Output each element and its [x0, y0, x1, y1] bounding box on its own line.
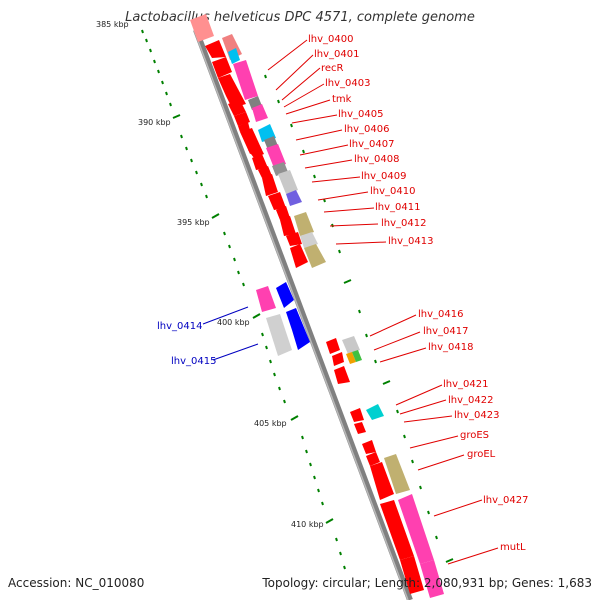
gene-feature [280, 216, 296, 236]
gene-feature [262, 174, 278, 196]
gene-feature [400, 556, 424, 594]
scale-label-405: 405 kbp [254, 419, 287, 428]
gene-feature [286, 232, 302, 246]
gene-feature [352, 350, 362, 362]
gene-feature [380, 500, 414, 560]
gene-feature [190, 14, 214, 42]
gene-feature [350, 408, 364, 422]
gene-feature [362, 440, 376, 454]
gene-feature [256, 286, 276, 312]
gene-feature [294, 212, 314, 236]
gene-feature [228, 100, 246, 116]
gene-feature [346, 352, 356, 364]
gene-label: lhv_0421 [443, 379, 488, 390]
gene-label: lhv_0413 [388, 236, 433, 247]
gene-label: lhv_0427 [483, 495, 528, 506]
gene-feature [238, 122, 250, 132]
gene-feature [370, 462, 394, 500]
map-title: Lactobacillus helveticus DPC 4571, compl… [125, 10, 475, 25]
gene-label: recR [321, 63, 344, 74]
scale-label-400: 400 kbp [217, 318, 250, 327]
gene-feature [234, 112, 250, 126]
gene-feature [366, 452, 380, 466]
gene-feature [218, 74, 246, 108]
topology-text: Topology: circular; Length: 2,080,931 bp… [262, 576, 592, 590]
gene-feature [276, 282, 294, 308]
gene-label: groEL [467, 449, 496, 460]
leader-lines-blue [202, 306, 259, 361]
gene-label: lhv_0406 [344, 124, 389, 135]
accession-text: Accession: NC_010080 [8, 576, 145, 590]
gene-feature [342, 336, 360, 354]
gene-feature [332, 352, 344, 366]
scale-label-395: 395 kbp [177, 218, 210, 227]
gene-features [190, 14, 444, 598]
gene-feature [258, 166, 272, 178]
gene-feature [252, 104, 268, 122]
gene-feature [366, 404, 384, 420]
gene-label: lhv_0408 [354, 154, 399, 165]
gene-label: lhv_0415 [171, 356, 216, 367]
gene-label: mutL [500, 542, 526, 553]
gene-feature [233, 60, 258, 100]
gene-feature [266, 144, 286, 168]
gene-feature [252, 154, 268, 170]
gene-label: lhv_0416 [418, 309, 463, 320]
gene-label: lhv_0422 [448, 395, 493, 406]
gene-label: lhv_0409 [361, 171, 406, 182]
gene-feature [398, 494, 434, 564]
gene-feature [286, 308, 310, 350]
leader-lines [267, 39, 499, 565]
scale-label-390: 390 kbp [138, 118, 171, 127]
gene-feature [228, 48, 240, 64]
gene-label: lhv_0400 [308, 34, 353, 45]
scale-ticks [141, 29, 454, 570]
gene-feature [354, 422, 366, 434]
gene-feature [384, 454, 410, 494]
gene-feature [290, 244, 308, 268]
gene-label: groES [460, 430, 489, 441]
genome-backbone-highlight [193, 29, 409, 600]
gene-label: lhv_0414 [157, 321, 202, 332]
gene-label: tmk [332, 94, 352, 105]
gene-feature [326, 338, 340, 354]
genome-backbone [193, 28, 413, 600]
scale-label-410: 410 kbp [291, 520, 324, 529]
gene-label: lhv_0412 [381, 218, 426, 229]
gene-feature [286, 190, 302, 206]
gene-label: lhv_0407 [349, 139, 394, 150]
gene-label: lhv_0410 [370, 186, 415, 197]
gene-feature [212, 57, 232, 78]
gene-feature [420, 560, 444, 598]
gene-feature [205, 40, 226, 58]
gene-label: lhv_0423 [454, 410, 499, 421]
gene-label: lhv_0417 [423, 326, 468, 337]
gene-feature [268, 192, 286, 210]
gene-label: lhv_0405 [338, 109, 383, 120]
gene-feature [300, 232, 318, 248]
gene-feature [266, 314, 292, 356]
gene-feature [304, 244, 326, 268]
gene-label: lhv_0403 [325, 78, 370, 89]
gene-feature [276, 206, 290, 220]
gene-feature [334, 366, 350, 384]
gene-feature [278, 170, 298, 194]
gene-label: lhv_0418 [428, 342, 473, 353]
scale-label-385: 385 kbp [96, 20, 129, 29]
gene-label: lhv_0401 [314, 49, 359, 60]
gene-label: lhv_0411 [375, 202, 420, 213]
